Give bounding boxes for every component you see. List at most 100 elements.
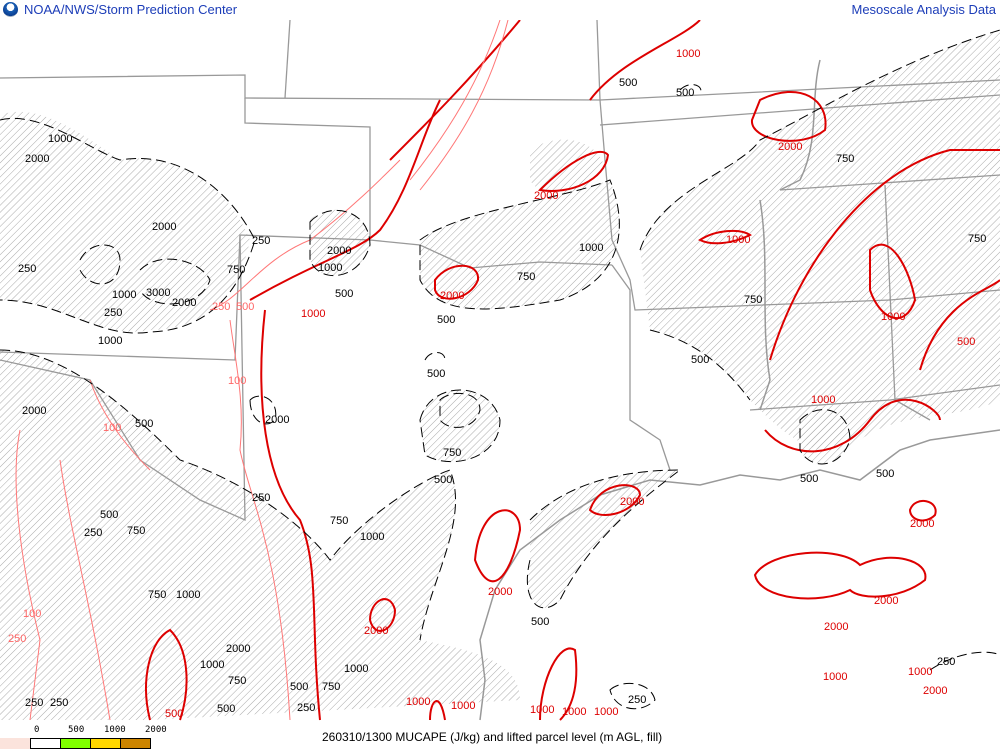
mucape-low-contours — [15, 20, 509, 721]
lpl-contour-label: 250 — [18, 263, 36, 275]
mucape-contour-label: 2000 — [534, 190, 558, 202]
lpl-contour-label: 250 — [628, 694, 646, 706]
mucape-contours — [145, 20, 1000, 721]
mucape-contour-label: 1000 — [594, 706, 618, 718]
mucape-contour-label: 1000 — [823, 671, 847, 683]
mucape-contour-label: 100 — [228, 375, 246, 387]
legend-swatch — [90, 738, 121, 749]
mucape-contour-label: 2000 — [364, 625, 388, 637]
mucape-contour-label: 2000 — [910, 518, 934, 530]
lpl-contour-label: 2000 — [25, 153, 49, 165]
lpl-contour-label: 250 — [50, 697, 68, 709]
lpl-contour-label: 750 — [227, 264, 245, 276]
lpl-hatched-fill — [0, 30, 1000, 720]
lpl-contour-label: 250 — [84, 527, 102, 539]
map-caption: 260310/1300 MUCAPE (J/kg) and lifted par… — [322, 730, 663, 744]
lpl-contour-label: 250 — [297, 702, 315, 714]
lpl-contour-label: 1000 — [200, 659, 224, 671]
legend-swatch — [0, 738, 31, 749]
lpl-contour-label: 750 — [330, 515, 348, 527]
lpl-contour-label: 750 — [148, 589, 166, 601]
lpl-contour-label: 1000 — [360, 531, 384, 543]
mucape-contour-label: 1000 — [811, 394, 835, 406]
mucape-contour-label: 2000 — [440, 290, 464, 302]
lpl-contour-label: 500 — [100, 509, 118, 521]
mesoscale-analysis-link[interactable]: Mesoscale Analysis Data — [851, 2, 996, 17]
mucape-contour-label: 1000 — [451, 700, 475, 712]
mucape-contour-label: 250 — [8, 633, 26, 645]
lpl-contour-label: 250 — [104, 307, 122, 319]
lpl-contour-label: 500 — [427, 368, 445, 380]
mucape-contour-label: 500 — [165, 708, 183, 720]
legend-swatch — [30, 738, 61, 749]
lpl-contour-label: 500 — [876, 468, 894, 480]
mucape-contour-label: 2000 — [488, 586, 512, 598]
lpl-contour-label: 250 — [252, 492, 270, 504]
legend-swatch — [120, 738, 151, 749]
mucape-contour-label: 1000 — [676, 48, 700, 60]
mucape-contour-label: 1000 — [908, 666, 932, 678]
mucape-contour-label: 2000 — [874, 595, 898, 607]
lpl-contour-label: 750 — [517, 271, 535, 283]
mucape-contour-label: 100 — [103, 422, 121, 434]
legend-tick: 2000 — [145, 725, 167, 735]
coastline — [479, 59, 1000, 721]
header-title[interactable]: NOAA/NWS/Storm Prediction Center — [24, 2, 238, 17]
lpl-contour-label: 500 — [619, 77, 637, 89]
lpl-contour-label: 500 — [691, 354, 709, 366]
mucape-contour-label: 1000 — [726, 234, 750, 246]
lpl-contour-label: 2000 — [226, 643, 250, 655]
lpl-contour-label: 500 — [335, 288, 353, 300]
legend-tick: 500 — [68, 725, 85, 735]
mucape-contour-label: 2000 — [824, 621, 848, 633]
lpl-contour-label: 1000 — [112, 289, 136, 301]
footer: 0 500 1000 2000 260310/1300 MUCAPE (J/kg… — [0, 722, 1000, 750]
lpl-contour-label: 1000 — [579, 242, 603, 254]
lpl-contour-label: 750 — [127, 525, 145, 537]
lpl-contour-label: 750 — [322, 681, 340, 693]
mucape-contour-label: 1000 — [406, 696, 430, 708]
mucape-contour-label: 500 — [957, 336, 975, 348]
mucape-contour-label: 2000 — [923, 685, 947, 697]
lpl-contour-label: 2000 — [152, 221, 176, 233]
lpl-contour-label: 500 — [217, 703, 235, 715]
mucape-contour-label: 500 — [236, 301, 254, 313]
mucape-contour-label: 1000 — [562, 706, 586, 718]
lpl-contour-label: 2000 — [327, 245, 351, 257]
mucape-contour-label: 250 — [212, 301, 230, 313]
lpl-contour-label: 1000 — [318, 262, 342, 274]
lpl-contour-label: 500 — [676, 87, 694, 99]
lpl-contour-label: 750 — [968, 233, 986, 245]
lpl-contour-label: 500 — [800, 473, 818, 485]
mucape-contour-label: 1000 — [301, 308, 325, 320]
header: NOAA/NWS/Storm Prediction Center Mesosca… — [0, 0, 1000, 20]
lpl-contour-label: 1000 — [176, 589, 200, 601]
mucape-contour-label: 2000 — [620, 496, 644, 508]
noaa-logo-icon — [3, 2, 18, 17]
lpl-contour-label: 750 — [744, 294, 762, 306]
lpl-contour-label: 1000 — [344, 663, 368, 675]
lpl-contour-label: 750 — [443, 447, 461, 459]
lpl-contour-label: 250 — [25, 697, 43, 709]
mucape-contour-label: 2000 — [778, 141, 802, 153]
lpl-contour-label: 500 — [434, 474, 452, 486]
lpl-contour-label: 750 — [228, 675, 246, 687]
lpl-contour-label: 2000 — [172, 297, 196, 309]
lpl-dashed-contours — [0, 29, 1000, 710]
lpl-contour-label: 250 — [937, 656, 955, 668]
mucape-contour-label: 1000 — [881, 311, 905, 323]
mucape-contour-label: 100 — [23, 608, 41, 620]
lpl-contour-label: 2000 — [265, 414, 289, 426]
lpl-contour-label: 750 — [836, 153, 854, 165]
legend-tick: 0 — [34, 725, 40, 735]
lpl-contour-label: 500 — [290, 681, 308, 693]
legend-tick: 1000 — [104, 725, 126, 735]
lpl-contour-label: 500 — [437, 314, 455, 326]
lpl-contour-label: 1000 — [98, 335, 122, 347]
lpl-contour-label: 250 — [252, 235, 270, 247]
mucape-contour-label: 1000 — [530, 704, 554, 716]
lpl-contour-label: 1000 — [48, 133, 72, 145]
lpl-contour-label: 500 — [531, 616, 549, 628]
